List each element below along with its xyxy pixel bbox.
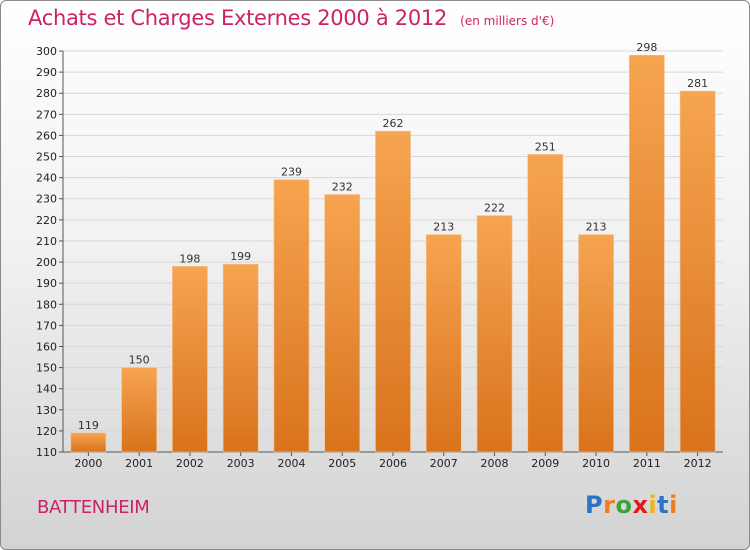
bars: [70, 54, 716, 453]
logo-letter-2: o: [615, 491, 633, 519]
bar-2000: [70, 432, 107, 453]
bar-2008: [476, 215, 513, 453]
logo-letter-5: t: [657, 491, 670, 519]
y-tick-label: 250: [36, 151, 57, 164]
logo-letter-3: x: [632, 491, 649, 519]
y-tick-label: 160: [36, 340, 57, 353]
data-label-2000: 119: [78, 419, 99, 432]
proxiti-logo: Proxiti: [585, 491, 678, 519]
labels: 119 2000 150 2001 198 2002 199 2003 239 2004 232 20…: [74, 41, 711, 470]
x-tick-label-2012: 2012: [684, 457, 712, 470]
y-tick-label: 190: [36, 277, 57, 290]
data-label-2001: 150: [129, 354, 150, 367]
bar-2006: [375, 130, 411, 453]
data-label-2007: 213: [433, 221, 454, 234]
y-tick-label: 280: [36, 87, 57, 100]
data-label-2008: 222: [484, 202, 505, 215]
chart-title-text: Achats et Charges Externes 2000 à 2012: [28, 6, 448, 30]
x-tick-label-2010: 2010: [582, 457, 610, 470]
y-tick-label: 170: [36, 319, 57, 332]
data-label-2009: 251: [535, 140, 556, 153]
chart-title: Achats et Charges Externes 2000 à 2012 (…: [28, 6, 554, 30]
y-tick-label: 300: [36, 45, 57, 58]
y-tick-label: 240: [36, 172, 57, 185]
y-tick-label: 150: [36, 362, 57, 375]
data-label-2002: 198: [179, 252, 200, 265]
y-tick-label: 290: [36, 66, 57, 79]
logo-letter-6: i: [669, 491, 678, 519]
x-tick-label-2009: 2009: [531, 457, 559, 470]
x-tick-label-2004: 2004: [277, 457, 305, 470]
bar-2005: [324, 194, 361, 453]
bar-2012: [679, 90, 716, 453]
x-tick-label-2001: 2001: [125, 457, 153, 470]
data-label-2012: 281: [687, 77, 708, 90]
x-tick-label-2011: 2011: [633, 457, 661, 470]
bar-2010: [578, 234, 614, 453]
x-tick-label-2008: 2008: [481, 457, 509, 470]
y-tick-label: 260: [36, 129, 57, 142]
y-tick-label: 210: [36, 235, 57, 248]
data-label-2011: 298: [636, 41, 657, 54]
y-tick-label: 120: [36, 425, 57, 438]
data-label-2003: 199: [230, 250, 251, 263]
x-tick-label-2005: 2005: [328, 457, 356, 470]
y-tick-label: 140: [36, 383, 57, 396]
logo-letter-1: r: [603, 491, 616, 519]
bar-2003: [222, 263, 259, 453]
bar-2001: [121, 367, 157, 453]
bar-2011: [629, 54, 665, 453]
chart-unit-text: (en milliers d'€): [460, 14, 555, 28]
y-tick-label: 200: [36, 256, 57, 269]
x-tick-label-2002: 2002: [176, 457, 204, 470]
logo-letter-0: P: [585, 491, 604, 519]
data-label-2006: 262: [383, 117, 404, 130]
bar-2002: [172, 265, 208, 453]
bar-2007: [425, 234, 462, 453]
logo-letter-4: i: [648, 491, 658, 519]
y-tick-label: 270: [36, 108, 57, 121]
data-label-2005: 232: [332, 181, 353, 194]
y-tick-label: 180: [36, 298, 57, 311]
commune-name: BATTENHEIM: [37, 497, 150, 518]
data-label-2004: 239: [281, 166, 302, 179]
x-tick-label-2000: 2000: [74, 457, 102, 470]
y-tick-label: 110: [36, 446, 57, 459]
y-tick-label: 220: [36, 214, 57, 227]
y-tick-label: 230: [36, 193, 57, 206]
data-label-2010: 213: [586, 221, 607, 234]
bar-2009: [527, 154, 564, 453]
x-tick-label-2003: 2003: [227, 457, 255, 470]
bar-2004: [273, 179, 310, 453]
x-tick-label-2007: 2007: [430, 457, 458, 470]
x-tick-label-2006: 2006: [379, 457, 407, 470]
y-tick-label: 130: [36, 404, 57, 417]
